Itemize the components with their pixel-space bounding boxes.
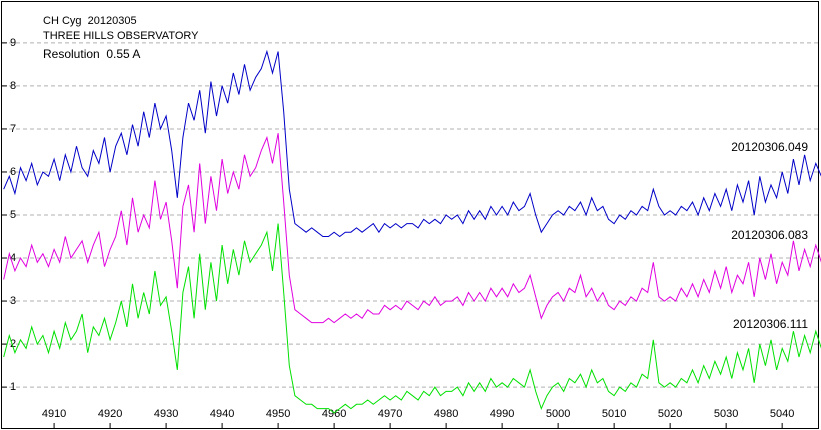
x-tick-label: 4960 [322, 408, 346, 420]
x-tick-label: 5030 [714, 408, 738, 420]
x-tick-label: 4910 [42, 408, 66, 420]
series-label: 20120306.111 [733, 317, 808, 331]
x-tick-label: 4940 [210, 408, 234, 420]
x-tick-label: 4990 [490, 408, 514, 420]
x-tick-label: 4930 [154, 408, 178, 420]
y-tick-label: 6 [10, 166, 16, 178]
y-tick-label: 3 [10, 295, 16, 307]
spectrum-line [3, 49, 821, 238]
x-tick-label: 5040 [770, 408, 794, 420]
annotation: Resolution 0.55 A [43, 47, 140, 61]
y-tick-label: 2 [10, 338, 16, 350]
y-tick-label: 7 [10, 123, 16, 135]
chart-subtitle: THREE HILLS OBSERVATORY [43, 30, 199, 42]
x-tick-label: 4970 [378, 408, 402, 420]
y-tick-label: 8 [10, 80, 16, 92]
y-tick-label: 4 [10, 252, 16, 264]
x-tick-label: 4950 [266, 408, 290, 420]
spectrum-line [3, 223, 821, 414]
y-tick-label: 5 [10, 209, 16, 221]
series-label: 20120306.083 [731, 228, 808, 242]
x-tick-label: 4920 [98, 408, 122, 420]
x-tick-label: 5000 [546, 408, 570, 420]
y-tick-label: 9 [10, 37, 16, 49]
chart-title: CH Cyg 20120305 [43, 15, 137, 27]
x-tick-label: 5020 [658, 408, 682, 420]
y-tick-label: 1 [10, 381, 16, 393]
spectrum-line [3, 133, 821, 324]
series-label: 20120306.049 [731, 140, 808, 154]
x-tick-label: 4980 [434, 408, 458, 420]
x-tick-label: 5010 [602, 408, 626, 420]
